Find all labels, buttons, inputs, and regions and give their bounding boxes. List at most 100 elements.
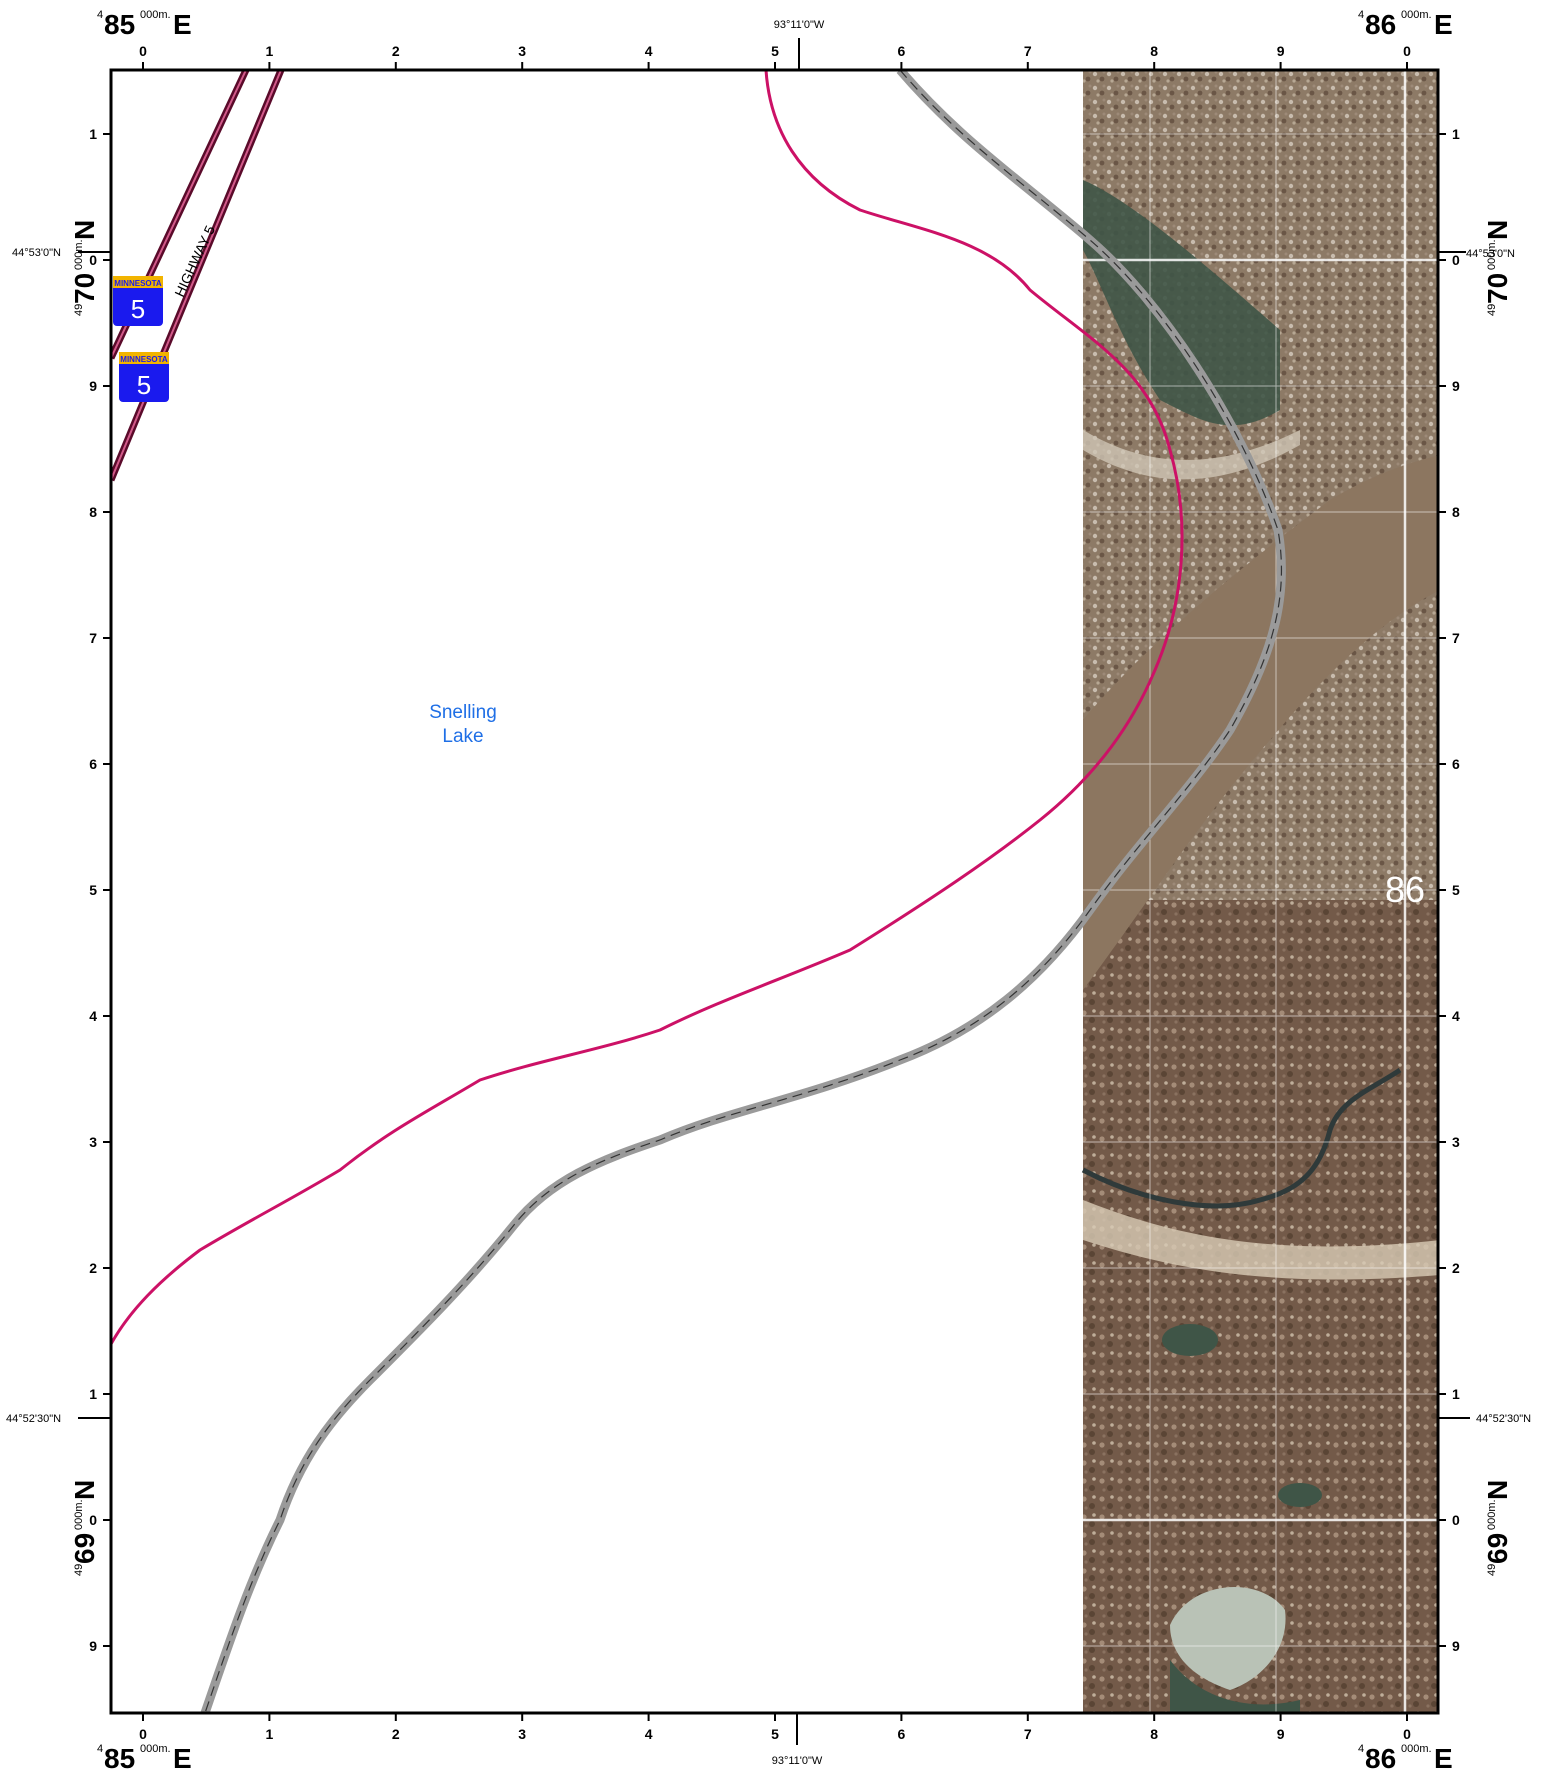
northing-tick-label-right: 0 — [1452, 1512, 1460, 1528]
svg-text:93°11'0"W: 93°11'0"W — [774, 19, 825, 31]
easting-tick-label-bottom: 4 — [645, 1726, 653, 1742]
northing-label-right-lower: 49 69 000m. N — [1482, 1480, 1513, 1576]
svg-text:N: N — [69, 1480, 100, 1500]
easting-tick-label-top: 5 — [771, 43, 779, 59]
northing-tick-label-right: 4 — [1452, 1008, 1460, 1024]
svg-text:N: N — [69, 220, 100, 240]
highway-shield-lower: MINNESOTA 5 — [119, 352, 169, 402]
easting-tick-label-top: 4 — [645, 43, 653, 59]
svg-text:44°53'0"N: 44°53'0"N — [12, 247, 61, 259]
easting-tick-label-top: 6 — [898, 43, 906, 59]
svg-text:69: 69 — [69, 1533, 100, 1564]
northing-tick-label-right: 9 — [1452, 1638, 1460, 1654]
latitude-tick-lower-left: 44°52'30"N — [6, 1413, 111, 1425]
northing-tick-label-right: 2 — [1452, 1260, 1460, 1276]
northing-tick-label-right: 9 — [1452, 378, 1460, 394]
easting-tick-label-top: 3 — [518, 43, 526, 59]
boundary-line — [200, 70, 1286, 1713]
svg-text:4: 4 — [1358, 1743, 1364, 1755]
northing-tick-label-left: 5 — [89, 882, 97, 898]
easting-tick-label-top: 0 — [139, 43, 147, 59]
easting-tick-label-top: 9 — [1277, 43, 1285, 59]
svg-text:85: 85 — [104, 9, 135, 40]
northing-label-left-lower: 49 69 000m. N — [69, 1480, 100, 1576]
easting-tick-label-bottom: 6 — [898, 1726, 906, 1742]
northing-tick-label-left: 3 — [89, 1134, 97, 1150]
svg-text:E: E — [173, 9, 192, 40]
svg-text:000m.: 000m. — [73, 239, 85, 270]
aerial-imagery — [1081, 70, 1438, 1713]
easting-label-top-right: 4 86 000m. E — [1358, 9, 1453, 40]
easting-tick-label-top: 8 — [1150, 43, 1158, 59]
grid-ticks: 0 0 1 1 2 2 3 3 4 4 5 5 6 6 7 7 8 8 9 9 0 0 1 1 0 0 9 9 8 8 7 7 6 6 5 5 4 4 3 3… — [89, 43, 1460, 1742]
northing-label-left-upper: 49 70 000m. N — [69, 220, 100, 316]
svg-text:000m.: 000m. — [1486, 1499, 1498, 1530]
northing-tick-label-left: 9 — [89, 1638, 97, 1654]
northing-tick-label-left: 4 — [89, 1008, 97, 1024]
svg-text:E: E — [1434, 9, 1453, 40]
svg-text:4: 4 — [1358, 9, 1364, 21]
northing-tick-label-left: 0 — [89, 1512, 97, 1528]
svg-text:000m.: 000m. — [73, 1499, 85, 1530]
magenta-road — [111, 70, 1184, 1345]
shield-state: MINNESOTA — [120, 355, 168, 364]
svg-text:4: 4 — [97, 9, 103, 21]
easting-tick-label-bottom: 0 — [139, 1726, 147, 1742]
svg-text:000m.: 000m. — [140, 1743, 171, 1755]
easting-tick-label-top: 1 — [266, 43, 274, 59]
lake-label: Lake — [442, 726, 483, 747]
svg-text:44°53'0"N: 44°53'0"N — [1466, 248, 1515, 260]
svg-text:N: N — [1482, 220, 1513, 240]
svg-text:4: 4 — [97, 1743, 103, 1755]
svg-text:93°11'0"W: 93°11'0"W — [772, 1755, 823, 1767]
latitude-tick-lower-right: 44°52'30"N — [1438, 1413, 1531, 1425]
easting-tick-label-top: 2 — [392, 43, 400, 59]
easting-label-bottom-left: 4 85 000m. E — [97, 1743, 192, 1771]
svg-text:N: N — [1482, 1480, 1513, 1500]
northing-tick-label-right: 7 — [1452, 630, 1460, 646]
svg-text:86: 86 — [1365, 9, 1396, 40]
svg-text:000m.: 000m. — [1486, 239, 1498, 270]
svg-text:E: E — [1434, 1743, 1453, 1771]
latitude-tick-upper-left: 44°53'0"N — [12, 247, 111, 259]
lake-label: Snelling — [429, 702, 497, 723]
easting-tick-label-bottom: 3 — [518, 1726, 526, 1742]
longitude-tick-bottom: 93°11'0"W — [772, 1713, 823, 1767]
svg-text:49: 49 — [73, 1564, 85, 1576]
latitude-tick-upper-right: 44°53'0"N — [1438, 248, 1515, 260]
northing-tick-label-right: 5 — [1452, 882, 1460, 898]
svg-text:E: E — [173, 1743, 192, 1771]
northing-tick-label-right: 0 — [1452, 252, 1460, 268]
northing-tick-label-right: 1 — [1452, 1386, 1460, 1402]
northing-tick-label-left: 8 — [89, 504, 97, 520]
svg-text:69: 69 — [1482, 1533, 1513, 1564]
easting-label-bottom-right: 4 86 000m. E — [1358, 1743, 1453, 1771]
northing-tick-label-left: 0 — [89, 252, 97, 268]
grid-zone-label: 86 — [1385, 869, 1425, 910]
svg-text:49: 49 — [73, 304, 85, 316]
northing-tick-label-left: 6 — [89, 756, 97, 772]
svg-text:49: 49 — [1486, 1564, 1498, 1576]
easting-tick-label-bottom: 2 — [392, 1726, 400, 1742]
easting-tick-label-bottom: 7 — [1024, 1726, 1032, 1742]
shield-state: MINNESOTA — [114, 279, 162, 288]
shield-number: 5 — [137, 370, 151, 400]
northing-tick-label-left: 1 — [89, 1386, 97, 1402]
svg-text:44°52'30"N: 44°52'30"N — [1476, 1413, 1531, 1425]
highway-shield-upper: MINNESOTA 5 — [113, 276, 163, 326]
svg-text:86: 86 — [1365, 1743, 1396, 1771]
northing-tick-label-left: 7 — [89, 630, 97, 646]
easting-tick-label-bottom: 1 — [266, 1726, 274, 1742]
easting-tick-label-bottom: 9 — [1277, 1726, 1285, 1742]
svg-text:000m.: 000m. — [1401, 1743, 1432, 1755]
svg-text:85: 85 — [104, 1743, 135, 1771]
svg-text:49: 49 — [1486, 304, 1498, 316]
shield-number: 5 — [131, 294, 145, 324]
svg-text:70: 70 — [1482, 273, 1513, 304]
easting-tick-label-bottom: 5 — [771, 1726, 779, 1742]
svg-text:70: 70 — [69, 273, 100, 304]
svg-text:000m.: 000m. — [140, 9, 171, 21]
northing-tick-label-left: 1 — [89, 126, 97, 142]
easting-tick-label-bottom: 0 — [1403, 1726, 1411, 1742]
